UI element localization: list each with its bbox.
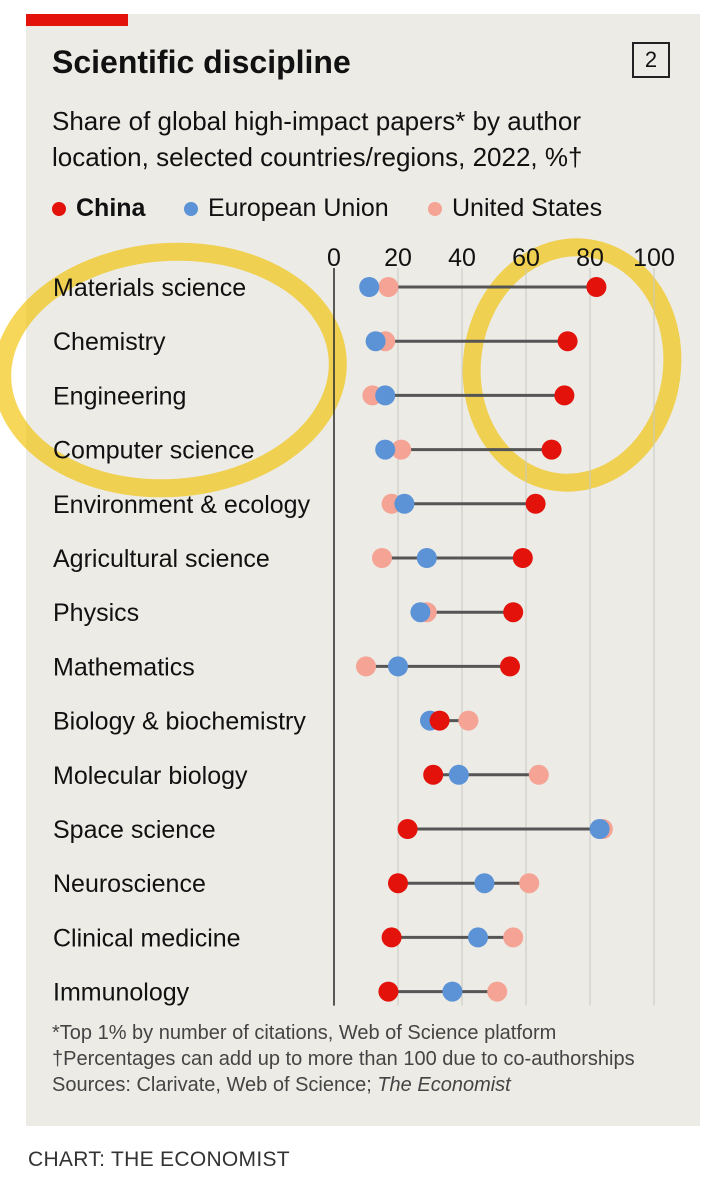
dot-united-states [487, 981, 508, 1002]
dot-china [557, 331, 578, 352]
dot-united-states [528, 764, 549, 785]
highlight-circle-left [0, 242, 347, 498]
legend-label-us: United States [452, 194, 603, 222]
dot-united-states [372, 548, 392, 568]
sources-line: Sources: Clarivate, Web of Science; The … [52, 1072, 635, 1098]
dot-european-union [474, 873, 495, 894]
legend-label-china: China [76, 194, 146, 222]
dot-european-union [394, 493, 415, 514]
category-label: Space science [53, 816, 216, 844]
dot-china [586, 277, 607, 297]
dot-china [381, 927, 402, 948]
us-dot-icon [428, 201, 442, 216]
chart-notes: *Top 1% by number of citations, Web of S… [52, 1020, 635, 1098]
x-tick-label: 80 [576, 244, 604, 272]
dot-european-union [416, 548, 437, 568]
dot-united-states [458, 710, 479, 731]
dot-european-union [589, 819, 610, 839]
dot-china [541, 439, 562, 460]
dot-european-union [448, 764, 469, 785]
category-label: Neuroscience [53, 870, 206, 898]
category-label: Engineering [53, 382, 186, 410]
dot-european-union [375, 385, 396, 406]
category-label: Molecular biology [53, 762, 248, 790]
chart-number-badge: 2 [632, 42, 670, 78]
dot-european-union [388, 656, 408, 677]
brand-red-bar [26, 14, 128, 26]
category-label: Clinical medicine [53, 924, 241, 952]
category-label: Chemistry [53, 328, 166, 356]
chart-subtitle: Share of global high-impact papers* by a… [52, 106, 583, 172]
eu-dot-icon [184, 201, 198, 216]
legend-item-us: United States [428, 194, 602, 223]
legend-item-eu: European Union [184, 194, 389, 223]
dot-china [423, 764, 444, 785]
dot-united-states [378, 277, 399, 297]
dot-european-union [442, 981, 463, 1002]
category-label: Mathematics [53, 653, 195, 681]
category-label: Immunology [53, 979, 190, 1007]
sources-prefix: Sources: Clarivate, Web of Science; [52, 1074, 378, 1096]
dot-china [378, 981, 399, 1002]
dot-china [429, 710, 450, 731]
dot-european-union [468, 927, 488, 948]
chart-panel [26, 14, 700, 1126]
x-tick-label: 100 [633, 244, 675, 272]
dot-china [554, 385, 575, 406]
category-label: Environment & ecology [53, 491, 311, 519]
sources-publication: The Economist [377, 1074, 511, 1096]
x-tick-label: 20 [384, 244, 412, 272]
dot-european-union [375, 439, 396, 460]
dot-china [500, 656, 520, 677]
category-label: Computer science [53, 437, 254, 465]
x-tick-label: 0 [327, 244, 341, 272]
x-tick-label: 40 [448, 244, 476, 272]
dot-united-states [391, 439, 412, 460]
highlight-circle-right [462, 238, 682, 492]
legend-item-china: China [52, 194, 145, 223]
legend-label-eu: European Union [208, 194, 389, 222]
category-label: Materials science [53, 274, 246, 302]
footnote-2: †Percentages can add up to more than 100… [52, 1048, 635, 1070]
china-dot-icon [52, 201, 66, 216]
dot-european-union [410, 602, 431, 623]
dot-european-union [365, 331, 386, 352]
dot-united-states [519, 873, 540, 894]
category-label: Agricultural science [53, 545, 270, 573]
dot-china [397, 819, 418, 839]
dot-united-states [503, 927, 524, 948]
dot-china [512, 548, 533, 568]
category-label: Physics [53, 599, 139, 627]
x-tick-label: 60 [512, 244, 540, 272]
chart-title: Scientific discipline [52, 44, 351, 80]
category-label: Biology & biochemistry [53, 708, 306, 736]
footnote-1: *Top 1% by number of citations, Web of S… [52, 1022, 557, 1044]
dot-china [525, 493, 546, 514]
dot-united-states [356, 656, 376, 677]
dot-european-union [359, 277, 380, 297]
chart-credit: CHART: THE ECONOMIST [28, 1148, 290, 1171]
dot-china [388, 873, 408, 894]
dot-china [503, 602, 524, 623]
